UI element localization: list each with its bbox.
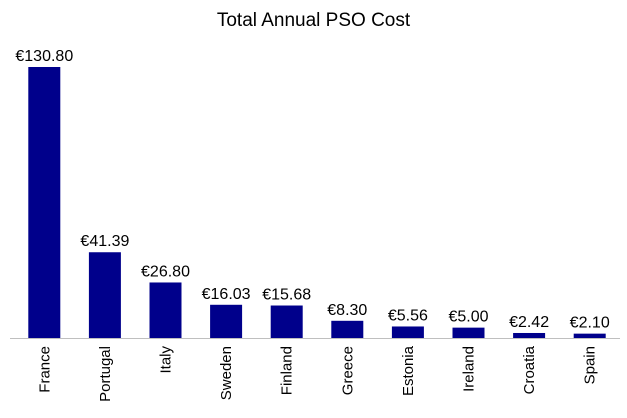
tick-label-sweden: Sweden bbox=[218, 346, 235, 400]
tick-label-ireland: Ireland bbox=[461, 346, 478, 392]
data-label-france: €130.80 bbox=[15, 48, 73, 65]
bar-france bbox=[28, 67, 61, 338]
data-label-greece: €8.30 bbox=[327, 302, 367, 319]
bar-ireland bbox=[452, 327, 485, 338]
bar-sweden bbox=[210, 304, 243, 338]
bar-croatia bbox=[513, 332, 546, 338]
data-label-ireland: €5.00 bbox=[448, 309, 488, 326]
tick-label-croatia: Croatia bbox=[521, 345, 538, 394]
tick-label-greece: Greece bbox=[339, 346, 356, 395]
data-label-sweden: €16.03 bbox=[202, 286, 251, 303]
bar-greece bbox=[331, 320, 364, 338]
bar-finland bbox=[270, 305, 303, 338]
tick-label-spain: Spain bbox=[582, 346, 599, 384]
bar-spain bbox=[573, 333, 606, 338]
tick-label-finland: Finland bbox=[279, 346, 296, 395]
bar-portugal bbox=[88, 252, 121, 338]
data-label-finland: €15.68 bbox=[262, 287, 311, 304]
data-label-spain: €2.10 bbox=[570, 315, 610, 332]
data-label-italy: €26.80 bbox=[141, 263, 190, 280]
bar-italy bbox=[149, 282, 182, 338]
tick-label-portugal: Portugal bbox=[97, 346, 114, 402]
tick-label-estonia: Estonia bbox=[400, 345, 417, 396]
data-label-croatia: €2.42 bbox=[509, 314, 549, 331]
bar-estonia bbox=[391, 326, 424, 338]
data-label-portugal: €41.39 bbox=[80, 233, 129, 250]
tick-label-italy: Italy bbox=[158, 346, 175, 374]
chart-title: Total Annual PSO Cost bbox=[216, 10, 411, 31]
data-label-estonia: €5.56 bbox=[388, 307, 428, 324]
tick-label-france: France bbox=[36, 346, 53, 393]
